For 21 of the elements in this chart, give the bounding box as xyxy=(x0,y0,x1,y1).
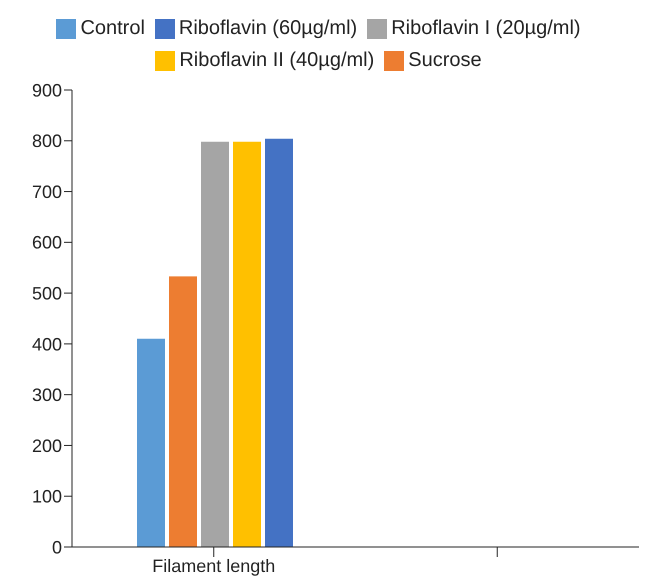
y-tick-label: 400 xyxy=(32,334,62,354)
legend-label: Sucrose xyxy=(408,49,482,71)
y-tick-label: 800 xyxy=(32,131,62,152)
bar xyxy=(201,142,229,547)
bar xyxy=(265,138,293,547)
legend-label: Control xyxy=(80,17,145,39)
y-tick-label: 0 xyxy=(52,537,62,558)
legend-label: Riboflavin I (20µg/ml) xyxy=(391,17,581,39)
legend-label: Riboflavin II (40µg/ml) xyxy=(179,49,374,71)
bar xyxy=(169,276,197,547)
y-tick-label: 500 xyxy=(32,284,62,304)
y-tick-label: 100 xyxy=(32,486,62,507)
bar xyxy=(233,142,261,547)
bar xyxy=(137,338,165,547)
y-tick-label: 300 xyxy=(32,385,62,406)
y-tick-label: 200 xyxy=(32,436,62,456)
legend-label: Riboflavin (60µg/ml) xyxy=(178,17,358,39)
x-tick-label: Filament length xyxy=(152,556,276,576)
y-tick-label: 900 xyxy=(32,80,62,100)
y-tick-label: 600 xyxy=(32,232,62,253)
y-tick-label: 700 xyxy=(32,182,62,202)
